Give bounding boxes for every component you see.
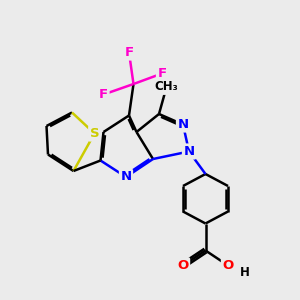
Text: O: O: [177, 259, 189, 272]
Text: O: O: [222, 259, 234, 272]
Text: N: N: [120, 170, 132, 184]
Text: F: F: [124, 46, 134, 59]
Text: N: N: [183, 145, 195, 158]
Text: S: S: [90, 127, 99, 140]
Text: CH₃: CH₃: [154, 80, 178, 94]
Text: N: N: [177, 118, 189, 131]
Text: F: F: [99, 88, 108, 101]
Text: F: F: [158, 67, 166, 80]
Text: H: H: [240, 266, 249, 280]
